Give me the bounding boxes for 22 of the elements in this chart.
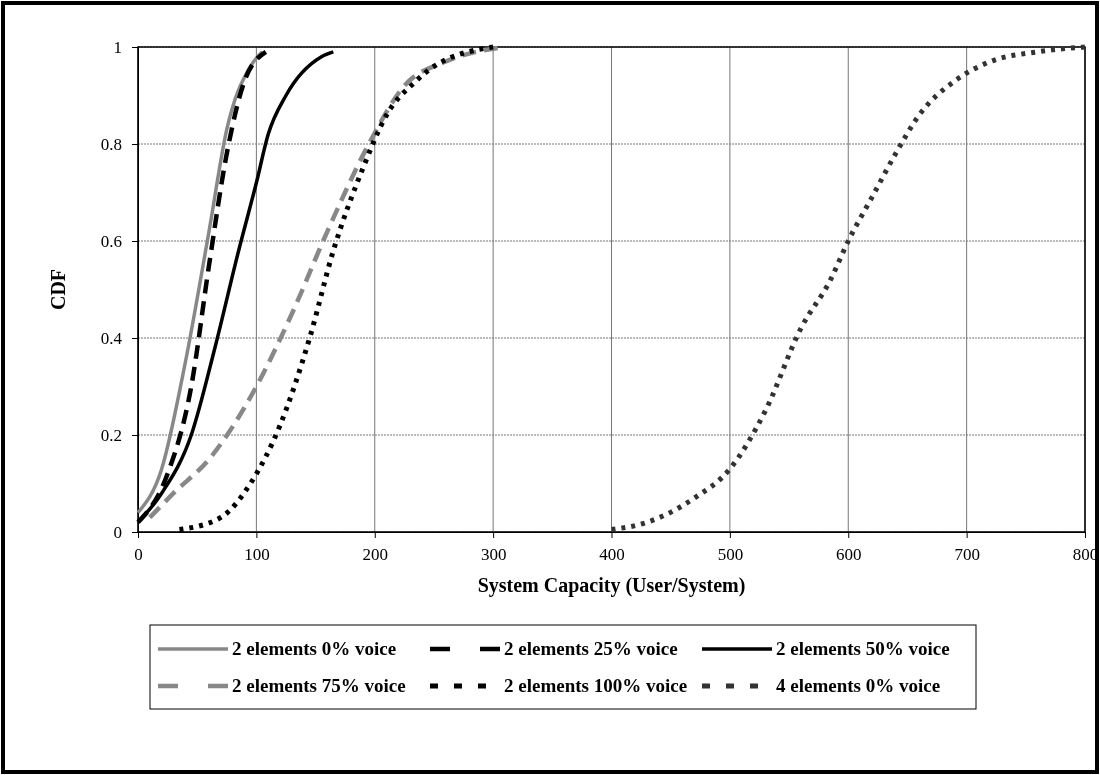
x-tick-label: 500 (717, 545, 744, 565)
y-tick-label: 0.2 (100, 425, 122, 445)
x-tick-label: 600 (836, 545, 862, 565)
x-axis-title: System Capacity (User/System) (477, 574, 746, 597)
y-tick-label: 1 (113, 37, 122, 57)
y-tick-label: 0.4 (100, 328, 123, 348)
legend-label: 2 elements 100% voice (504, 675, 688, 696)
y-tick-label: 0.8 (100, 134, 122, 154)
legend-label: 2 elements 25% voice (504, 638, 678, 659)
x-tick-label: 100 (244, 545, 270, 565)
x-tick-label: 300 (480, 545, 507, 565)
legend-label: 2 elements 0% voice (232, 638, 397, 659)
legend-label: 2 elements 75% voice (232, 675, 406, 696)
y-axis-title: CDF (47, 268, 69, 311)
x-tick-label: 700 (954, 545, 980, 565)
y-tick-label: 0 (113, 522, 122, 542)
x-tick-label: 0 (134, 545, 143, 565)
y-tick-label: 0.6 (100, 231, 122, 251)
legend-label: 2 elements 50% voice (776, 638, 950, 659)
x-tick-label: 400 (599, 545, 625, 565)
x-tick-label: 200 (362, 545, 388, 565)
legend-label: 4 elements 0% voice (776, 675, 941, 696)
